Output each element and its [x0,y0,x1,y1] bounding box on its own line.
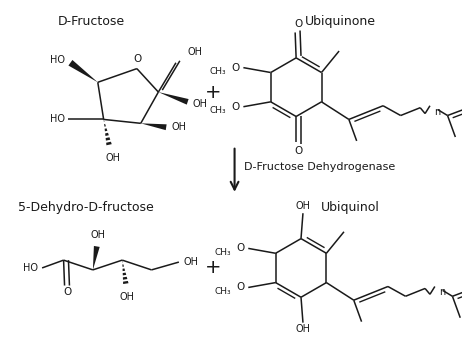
Text: O: O [63,287,72,297]
Text: OH: OH [120,292,134,302]
Text: O: O [236,243,244,253]
Polygon shape [106,142,112,145]
Text: O: O [294,19,302,29]
Text: CH₃: CH₃ [214,287,231,296]
Text: O: O [294,146,302,156]
Text: OH: OH [295,324,311,334]
Text: D-Fructose Dehydrogenase: D-Fructose Dehydrogenase [244,162,396,172]
Polygon shape [123,277,127,280]
Polygon shape [106,137,110,141]
Polygon shape [123,269,125,271]
Polygon shape [68,60,98,82]
Text: OH: OH [188,47,203,57]
Text: O: O [236,283,244,292]
Text: D-Fructose: D-Fructose [57,15,125,28]
Polygon shape [93,246,100,270]
Polygon shape [122,260,123,262]
Text: OH: OH [193,99,207,109]
Text: 5-Dehydro-D-fructose: 5-Dehydro-D-fructose [18,201,154,214]
Text: OH: OH [171,122,186,132]
Text: n: n [439,287,445,297]
Text: CH₃: CH₃ [209,106,226,115]
Text: CH₃: CH₃ [214,248,231,257]
Text: HO: HO [50,55,65,65]
Polygon shape [104,120,105,122]
Text: CH₃: CH₃ [209,67,226,76]
Text: OH: OH [184,257,199,267]
Text: O: O [134,54,142,64]
Text: O: O [231,102,239,112]
Text: OH: OH [106,153,121,163]
Text: Ubiquinol: Ubiquinol [320,201,379,214]
Polygon shape [122,264,124,267]
Polygon shape [141,123,166,130]
Text: O: O [231,63,239,73]
Polygon shape [104,124,106,127]
Polygon shape [105,133,109,136]
Text: OH: OH [295,201,311,211]
Polygon shape [105,128,107,131]
Text: OH: OH [90,230,105,240]
Text: +: + [205,82,221,102]
Polygon shape [123,281,128,284]
Text: +: + [205,258,221,278]
Polygon shape [159,92,189,105]
Polygon shape [123,273,126,275]
Text: Ubiquinone: Ubiquinone [305,15,376,28]
Text: HO: HO [50,114,65,125]
Text: HO: HO [23,263,38,273]
Text: n: n [434,107,440,117]
